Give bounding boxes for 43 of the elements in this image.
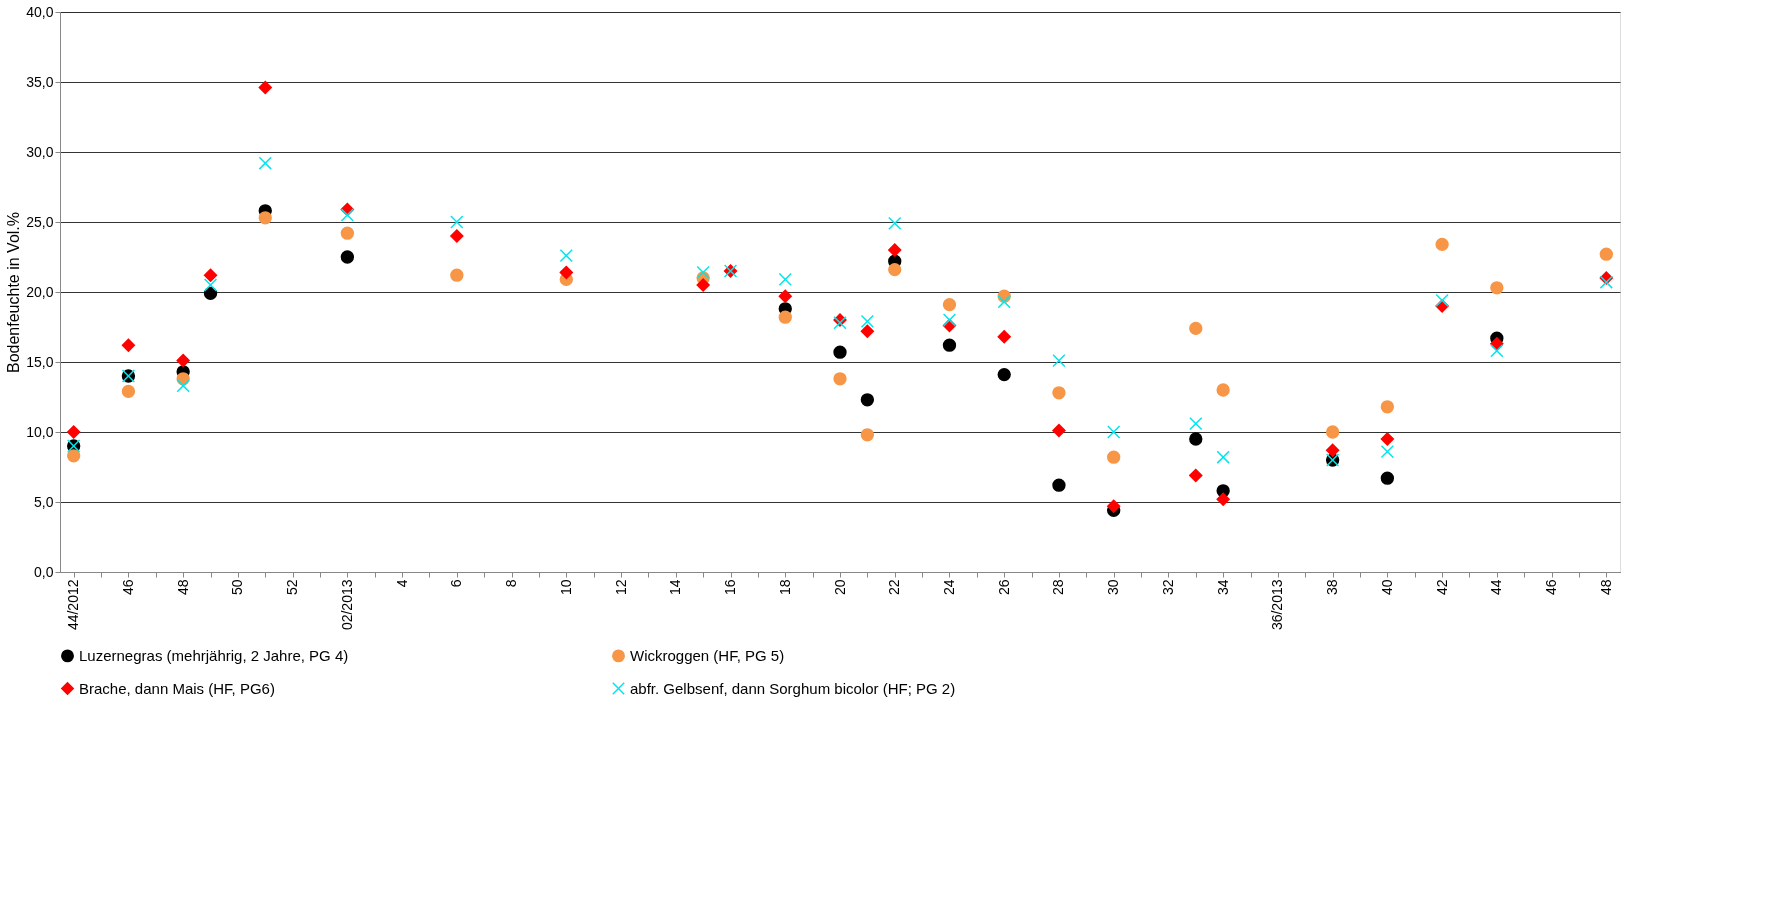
x-tick-label: 34 [1214, 579, 1231, 596]
x-tick-label: 48 [174, 579, 191, 596]
x-tick-label: 44/2012 [65, 579, 82, 631]
x-tick-label: 20 [831, 579, 848, 596]
y-axis-title: Bodenfeuchte in Vol.% [5, 211, 23, 374]
y-tick-label: 0,0 [34, 563, 54, 580]
x-tick-label: 24 [940, 579, 957, 596]
x-tick-label: 28 [1050, 579, 1067, 596]
x-tick-label: 4 [393, 579, 410, 588]
y-tick-label: 30,0 [26, 143, 54, 160]
x-tick-label: 32 [1159, 579, 1176, 596]
x-tick-label: 30 [1105, 579, 1122, 596]
x-tick-label: 26 [995, 579, 1012, 596]
x-tick-label: 22 [886, 579, 903, 596]
x-tick-label: 10 [557, 579, 574, 596]
y-tick-label: 25,0 [26, 213, 54, 230]
x-tick-label: 38 [1324, 579, 1341, 596]
x-tick-label: 40 [1378, 579, 1395, 596]
legend-label: Brache, dann Mais (HF, PG6) [79, 679, 275, 697]
legend-label: Luzernegras (mehrjährig, 2 Jahre, PG 4) [79, 646, 349, 664]
x-tick-label: 46 [119, 579, 136, 596]
x-tick-label: 14 [667, 579, 684, 596]
x-tick-label: 02/2013 [338, 579, 355, 631]
x-tick-label: 42 [1433, 579, 1450, 596]
x-tick-label: 44 [1488, 579, 1505, 596]
x-tick-label: 48 [1597, 579, 1614, 596]
x-tick-label: 6 [448, 579, 465, 588]
x-tick-label: 16 [722, 579, 739, 596]
x-tick-label: 18 [776, 579, 793, 596]
x-tick-label: 52 [284, 579, 301, 596]
x-tick-label: 12 [612, 579, 629, 596]
y-tick-label: 10,0 [26, 423, 54, 440]
x-tick-label: 36/2013 [1269, 579, 1286, 631]
y-tick-label: 20,0 [26, 283, 54, 300]
y-tick-label: 35,0 [26, 73, 54, 90]
legend-label: abfr. Gelbsenf, dann Sorghum bicolor (HF; PG 2) [630, 679, 956, 697]
y-tick-label: 15,0 [26, 353, 54, 370]
y-tick-label: 5,0 [34, 493, 54, 510]
x-tick-label: 46 [1543, 579, 1560, 596]
legend-label: Wickroggen (HF, PG 5) [630, 646, 785, 664]
y-tick-label: 40,0 [26, 3, 54, 20]
x-tick-label: 8 [503, 579, 520, 588]
x-tick-label: 50 [229, 579, 246, 596]
